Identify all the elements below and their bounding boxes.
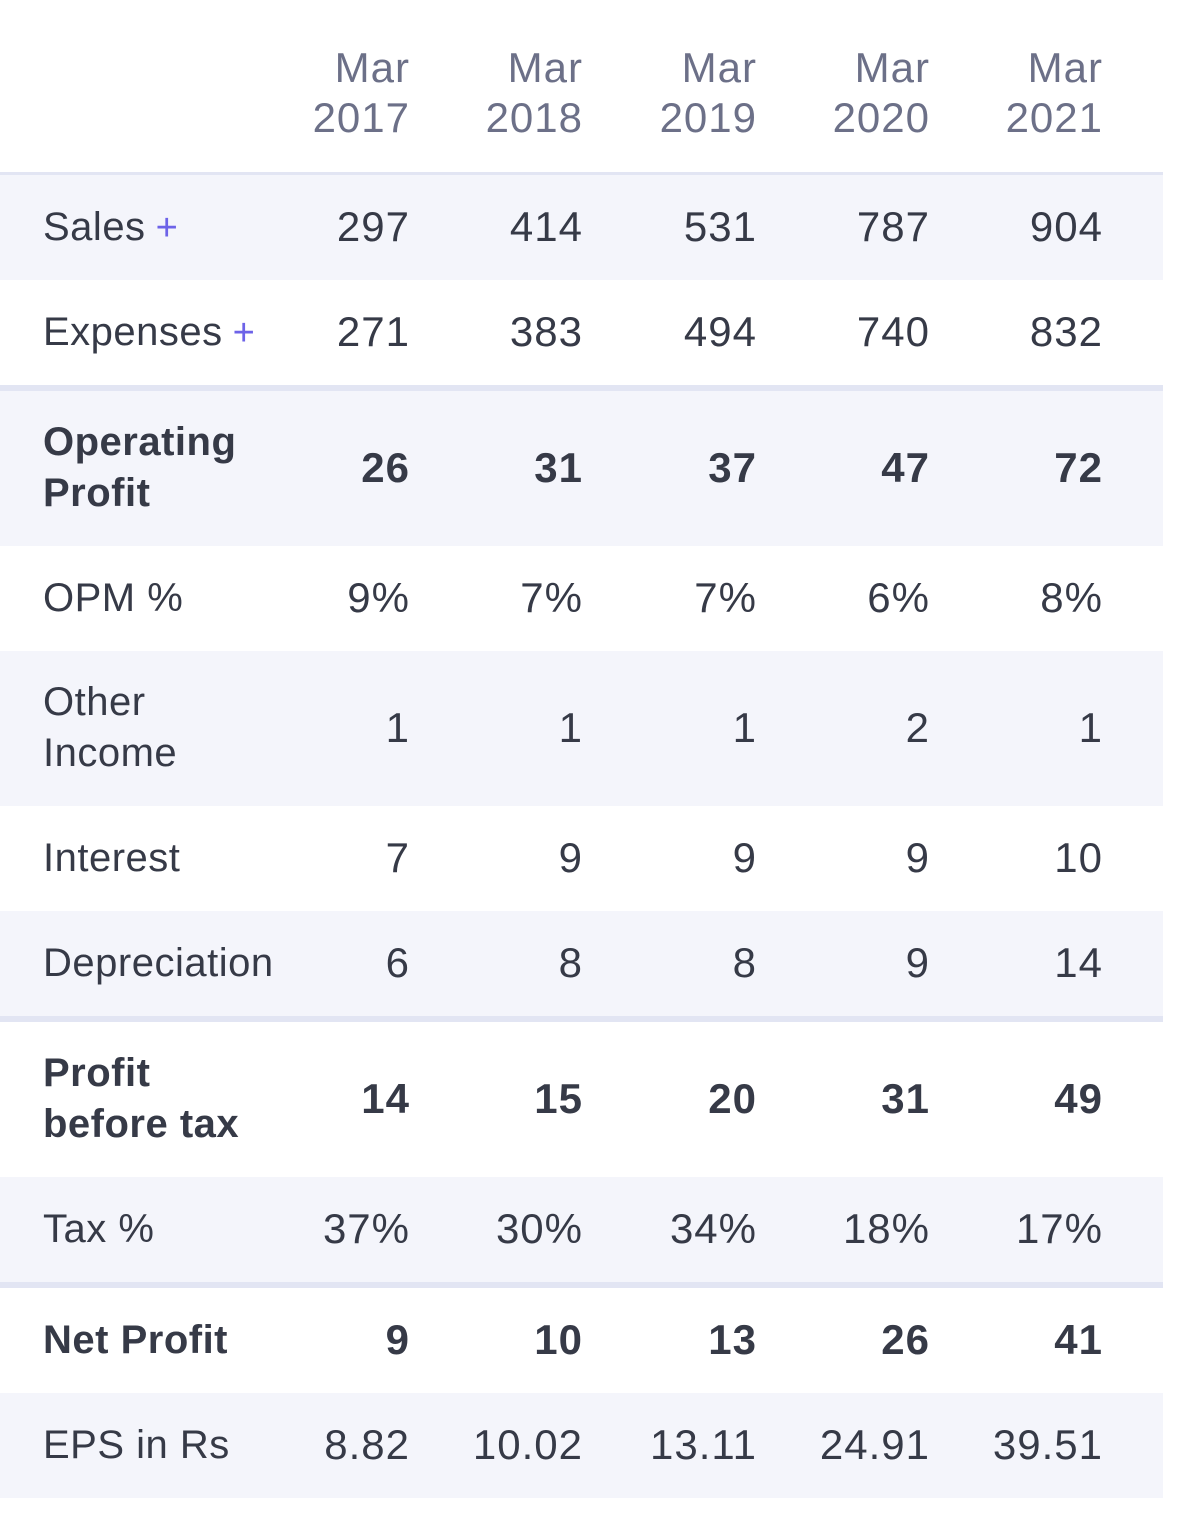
table-cell: 17% bbox=[1015, 1205, 1103, 1252]
table-cell: 6 bbox=[385, 939, 410, 986]
row-label-sales[interactable]: Sales + bbox=[43, 205, 179, 249]
row-label-expenses[interactable]: Expenses + bbox=[43, 310, 256, 354]
table-cell: 6% bbox=[867, 574, 930, 621]
table-cell: 494 bbox=[683, 308, 757, 355]
column-header-mar-2018: Mar 2018 bbox=[485, 44, 583, 141]
table-cell: 49 bbox=[1054, 1075, 1103, 1122]
table-cell: 9 bbox=[732, 834, 757, 881]
table-row-net-profit: Net Profit 9 10 13 26 41 bbox=[0, 1282, 1163, 1393]
column-header-mar-2021: Mar 2021 bbox=[1005, 44, 1103, 141]
table-cell: 26 bbox=[881, 1316, 930, 1363]
table-cell: 271 bbox=[336, 308, 410, 355]
table-cell: 8 bbox=[558, 939, 583, 986]
table-cell: 7 bbox=[385, 834, 410, 881]
row-label-opm: OPM % bbox=[43, 576, 184, 620]
table-cell: 10.02 bbox=[472, 1421, 583, 1468]
table-cell: 8.82 bbox=[324, 1421, 410, 1468]
table-cell: 904 bbox=[1029, 203, 1103, 250]
row-label-tax: Tax % bbox=[43, 1207, 155, 1251]
table-cell: 26 bbox=[361, 444, 410, 491]
table-cell: 1 bbox=[558, 704, 583, 751]
table-row-eps: EPS in Rs 8.82 10.02 13.11 24.91 39.51 bbox=[0, 1393, 1163, 1498]
table-cell: 2 bbox=[905, 704, 930, 751]
expand-expenses-button[interactable]: + bbox=[232, 312, 256, 354]
table-cell: 1 bbox=[1078, 704, 1103, 751]
table-cell: 740 bbox=[856, 308, 930, 355]
row-label-interest: Interest bbox=[43, 836, 181, 880]
table-cell: 9% bbox=[347, 574, 410, 621]
table-cell: 14 bbox=[1054, 939, 1103, 986]
row-label-operating-profit: Operating Profit bbox=[43, 420, 237, 515]
table-cell: 31 bbox=[534, 444, 583, 491]
table-row-depreciation: Depreciation 6 8 8 9 14 bbox=[0, 911, 1163, 1016]
table-cell: 41 bbox=[1054, 1316, 1103, 1363]
table-cell: 9 bbox=[905, 834, 930, 881]
table-cell: 1 bbox=[385, 704, 410, 751]
table-cell: 37 bbox=[708, 444, 757, 491]
column-header-mar-2017: Mar 2017 bbox=[312, 44, 410, 141]
table-cell: 15 bbox=[534, 1075, 583, 1122]
table-cell: 20 bbox=[708, 1075, 757, 1122]
table-cell: 10 bbox=[1054, 834, 1103, 881]
table-cell: 24.91 bbox=[819, 1421, 930, 1468]
table-cell: 414 bbox=[509, 203, 583, 250]
table-cell: 47 bbox=[881, 444, 930, 491]
table-row-sales[interactable]: Sales + 297 414 531 787 904 bbox=[0, 175, 1163, 280]
table-cell: 9 bbox=[905, 939, 930, 986]
table-row-tax: Tax % 37% 30% 34% 18% 17% bbox=[0, 1177, 1163, 1282]
table-cell: 13 bbox=[708, 1316, 757, 1363]
expand-sales-button[interactable]: + bbox=[155, 207, 179, 249]
table-cell: 787 bbox=[856, 203, 930, 250]
table-row-other-income: Other Income 1 1 1 2 1 bbox=[0, 651, 1163, 806]
row-label-depreciation: Depreciation bbox=[43, 941, 274, 985]
table-cell: 39.51 bbox=[992, 1421, 1103, 1468]
table-cell: 31 bbox=[881, 1075, 930, 1122]
table-row-opm: OPM % 9% 7% 7% 6% 8% bbox=[0, 546, 1163, 651]
table-row-interest: Interest 7 9 9 9 10 bbox=[0, 806, 1163, 911]
row-label-net-profit: Net Profit bbox=[43, 1318, 228, 1362]
table-cell: 531 bbox=[683, 203, 757, 250]
row-label-eps: EPS in Rs bbox=[43, 1423, 230, 1467]
row-label-other-income: Other Income bbox=[43, 680, 178, 775]
table-cell: 18% bbox=[842, 1205, 930, 1252]
table-header: Mar 2017 Mar 2018 Mar 2019 Mar 2020 Mar 2021 bbox=[0, 0, 1163, 175]
table-cell: 832 bbox=[1029, 308, 1103, 355]
table-row-profit-before-tax: Profit before tax 14 15 20 31 49 bbox=[0, 1016, 1163, 1177]
table-cell: 34% bbox=[669, 1205, 757, 1252]
table-cell: 8% bbox=[1040, 574, 1103, 621]
column-header-mar-2019: Mar 2019 bbox=[659, 44, 757, 141]
table-cell: 14 bbox=[361, 1075, 410, 1122]
table-row-operating-profit: Operating Profit 26 31 37 47 72 bbox=[0, 385, 1163, 546]
table-cell: 1 bbox=[732, 704, 757, 751]
table-cell: 7% bbox=[520, 574, 583, 621]
table-cell: 13.11 bbox=[650, 1421, 757, 1468]
table-cell: 30% bbox=[495, 1205, 583, 1252]
table-cell: 8 bbox=[732, 939, 757, 986]
table-cell: 9 bbox=[385, 1316, 410, 1363]
table-cell: 297 bbox=[336, 203, 410, 250]
table-cell: 72 bbox=[1054, 444, 1103, 491]
table-row-expenses[interactable]: Expenses + 271 383 494 740 832 bbox=[0, 280, 1163, 385]
column-header-mar-2020: Mar 2020 bbox=[832, 44, 930, 141]
table-cell: 37% bbox=[322, 1205, 410, 1252]
profit-loss-table: Mar 2017 Mar 2018 Mar 2019 Mar 2020 Mar 2021 … bbox=[0, 0, 1163, 1498]
table-cell: 383 bbox=[509, 308, 583, 355]
table-cell: 10 bbox=[534, 1316, 583, 1363]
table-cell: 7% bbox=[694, 574, 757, 621]
row-label-profit-before-tax: Profit before tax bbox=[43, 1051, 240, 1146]
table-cell: 9 bbox=[558, 834, 583, 881]
